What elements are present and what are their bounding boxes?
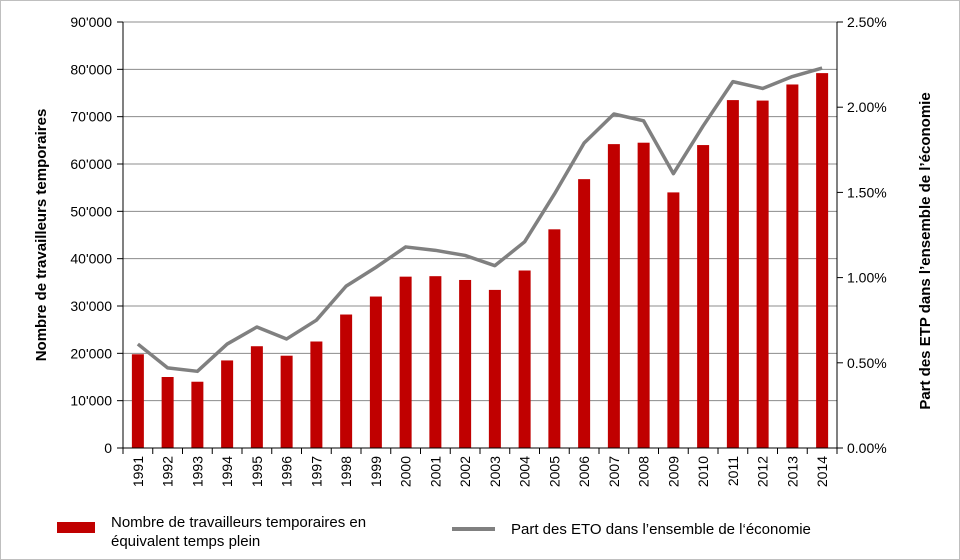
x-tick-label: 2005 (546, 456, 562, 487)
y-right-tick-label: 0.00% (847, 440, 887, 456)
y-left-tick-label: 20'000 (70, 345, 112, 361)
axes (117, 21, 843, 454)
x-tick-label: 2001 (427, 456, 443, 487)
x-tick-label: 1993 (189, 456, 205, 487)
legend-bar-swatch (57, 522, 95, 533)
x-tick-label: 1991 (130, 456, 146, 487)
bar (280, 355, 293, 448)
y-left-tick-label: 50'000 (70, 203, 112, 219)
y-right-tick-label: 0.50% (847, 355, 887, 371)
y-left-tick-label: 80'000 (70, 61, 112, 77)
bar (488, 289, 501, 448)
bar (191, 381, 204, 448)
bar (756, 100, 769, 448)
bar (459, 279, 472, 448)
legend-line-label: Part des ETO dans l’ensemble de l‘économ… (511, 521, 811, 538)
legend-bar-label-line1: Nombre de travailleurs temporaires en (111, 514, 366, 531)
x-tick-label: 2011 (725, 456, 741, 486)
x-tick-label: 2009 (665, 456, 681, 487)
y-left-tick-label: 30'000 (70, 298, 112, 314)
x-tick-label: 2000 (398, 456, 414, 487)
x-tick-label: 1997 (308, 456, 324, 487)
line-series (136, 66, 823, 374)
y-left-tick-label: 40'000 (70, 251, 112, 267)
legend: Nombre de travailleurs temporaires en éq… (57, 514, 811, 550)
bar (637, 142, 650, 448)
x-tick-label: 2003 (487, 456, 503, 487)
bar (726, 100, 739, 448)
y-right-tick-label: 2.50% (847, 14, 887, 30)
bar (607, 144, 620, 448)
y-left-tick-label: 90'000 (70, 14, 112, 30)
bar (786, 84, 799, 448)
x-tick-label: 1999 (368, 456, 384, 487)
x-tick-label: 2013 (784, 456, 800, 487)
y-left-tick-label: 10'000 (70, 393, 112, 409)
x-tick-label: 1996 (279, 456, 295, 487)
bar (310, 341, 323, 448)
bar (816, 73, 829, 449)
y-right-tick-label: 2.00% (847, 99, 887, 115)
bar (667, 192, 680, 448)
x-tick-label: 2014 (814, 456, 830, 487)
bar (161, 377, 174, 448)
x-tick-label: 1994 (219, 456, 235, 487)
bar (250, 346, 263, 448)
y-right-tick-label: 1.50% (847, 184, 887, 200)
x-tick-label: 2012 (755, 456, 771, 487)
gridlines (123, 21, 837, 402)
bar (697, 145, 710, 449)
x-tick-label: 2007 (606, 456, 622, 487)
x-tick-label: 2008 (636, 456, 652, 487)
bar (340, 314, 353, 448)
x-tick-label: 2002 (457, 456, 473, 487)
x-tick-label: 2006 (576, 456, 592, 487)
bar-series (131, 73, 829, 449)
bar (578, 179, 591, 448)
x-tick-label: 1992 (160, 456, 176, 487)
x-tick-label: 1995 (249, 456, 265, 487)
bar (518, 270, 531, 448)
y-axis-title-right: Part des ETP dans l’ensemble de l’économ… (917, 92, 934, 409)
tick-labels: 0 10'000 20'000 30'000 40'000 50'000 60'000 70'… (70, 14, 886, 487)
y-axis-title-left: Nombre de travailleurs temporaires (33, 109, 50, 362)
y-left-tick-label: 70'000 (70, 109, 112, 125)
bar (429, 276, 442, 448)
y-right-tick-label: 1.00% (847, 270, 887, 286)
bar (399, 276, 412, 448)
bar (131, 354, 144, 448)
y-left-tick-label: 0 (104, 440, 112, 456)
bar (369, 296, 382, 448)
bar (221, 360, 234, 448)
x-tick-label: 1998 (338, 456, 354, 487)
x-tick-label: 2004 (517, 456, 533, 487)
y-left-tick-label: 60'000 (70, 156, 112, 172)
x-tick-label: 2010 (695, 456, 711, 487)
line-series-path (136, 66, 823, 374)
bar (548, 229, 561, 448)
legend-bar-label-line2: équivalent temps plein (111, 533, 260, 550)
